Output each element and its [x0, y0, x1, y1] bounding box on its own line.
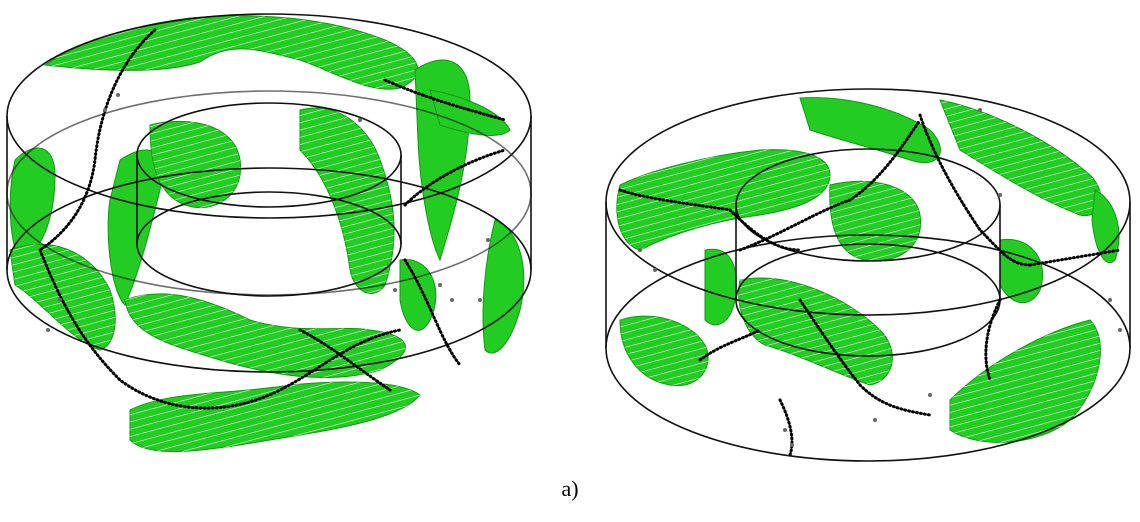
left-isosurfaces	[9, 15, 525, 452]
right-isosurfaces	[616, 97, 1120, 443]
particle-scatter	[46, 93, 1122, 447]
right-annulus-diagram	[605, 88, 1131, 462]
left-particle-trails	[38, 28, 507, 410]
left-wireframe	[6, 13, 532, 373]
right-wireframe	[605, 88, 1131, 462]
right-particle-trails	[618, 113, 1122, 457]
left-annulus-diagram	[6, 13, 532, 452]
figure-caption: a)	[561, 476, 579, 501]
